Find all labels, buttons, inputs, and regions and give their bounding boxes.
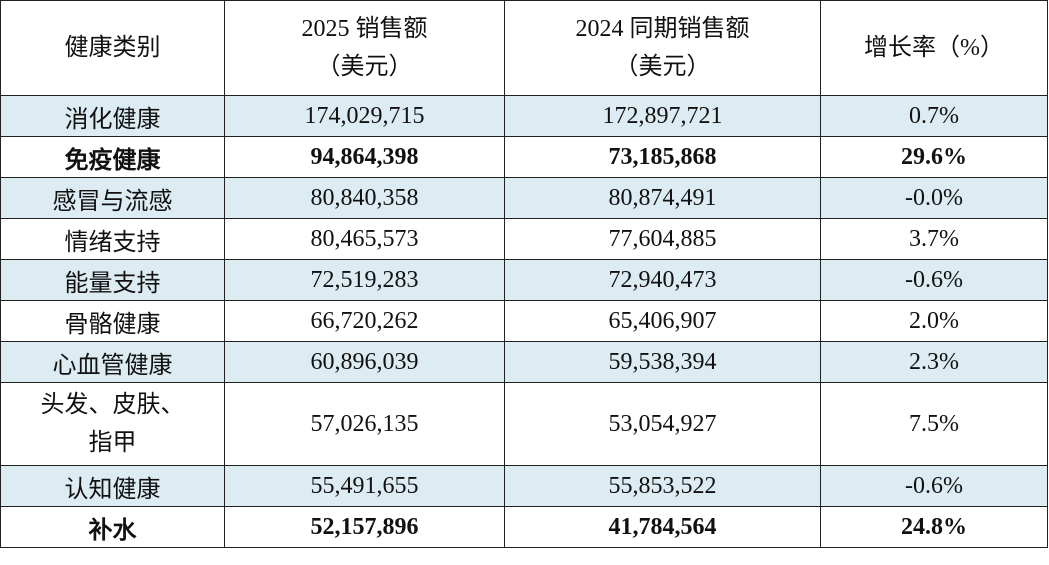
- header-category: 健康类别: [0, 0, 225, 96]
- table-row: 感冒与流感 80,840,358 80,874,491 -0.0%: [0, 177, 1048, 219]
- cell-growth: -0.0%: [820, 177, 1048, 219]
- cell-sales-2025: 80,840,358: [224, 177, 505, 219]
- cell-sales-2024: 80,874,491: [504, 177, 821, 219]
- header-growth: 增长率（%）: [820, 0, 1048, 96]
- table-row: 免疫健康 94,864,398 73,185,868 29.6%: [0, 136, 1048, 178]
- cell-growth: 3.7%: [820, 218, 1048, 260]
- table-row: 补水 52,157,896 41,784,564 24.8%: [0, 506, 1048, 548]
- cell-growth: -0.6%: [820, 465, 1048, 507]
- cell-sales-2025: 66,720,262: [224, 300, 505, 342]
- sales-table: 健康类别 2025 销售额 （美元） 2024 同期销售额 （美元） 增长率（%） …: [0, 0, 1048, 548]
- cell-growth: 0.7%: [820, 95, 1048, 137]
- table-row: 认知健康 55,491,655 55,853,522 -0.6%: [0, 465, 1048, 507]
- table-row: 消化健康 174,029,715 172,897,721 0.7%: [0, 95, 1048, 137]
- cell-growth: 2.0%: [820, 300, 1048, 342]
- cell-sales-2024: 53,054,927: [504, 382, 821, 466]
- table-row: 骨骼健康 66,720,262 65,406,907 2.0%: [0, 300, 1048, 342]
- cell-sales-2025: 174,029,715: [224, 95, 505, 137]
- header-sales-2024: 2024 同期销售额 （美元）: [504, 0, 821, 96]
- cell-category: 感冒与流感: [0, 177, 225, 219]
- cell-sales-2024: 55,853,522: [504, 465, 821, 507]
- cell-growth: 24.8%: [820, 506, 1048, 548]
- header-sales-2025: 2025 销售额 （美元）: [224, 0, 505, 96]
- cell-sales-2024: 172,897,721: [504, 95, 821, 137]
- table-row: 心血管健康 60,896,039 59,538,394 2.3%: [0, 341, 1048, 383]
- cell-sales-2025: 72,519,283: [224, 259, 505, 301]
- cell-sales-2025: 52,157,896: [224, 506, 505, 548]
- cell-category: 骨骼健康: [0, 300, 225, 342]
- cell-growth: 7.5%: [820, 382, 1048, 466]
- cell-category: 免疫健康: [0, 136, 225, 178]
- cell-category: 认知健康: [0, 465, 225, 507]
- cell-category: 情绪支持: [0, 218, 225, 260]
- cell-growth: 29.6%: [820, 136, 1048, 178]
- cell-growth: 2.3%: [820, 341, 1048, 383]
- cell-sales-2024: 77,604,885: [504, 218, 821, 260]
- cell-category: 消化健康: [0, 95, 225, 137]
- cell-sales-2024: 65,406,907: [504, 300, 821, 342]
- cell-category: 头发、皮肤、 指甲: [0, 382, 225, 466]
- cell-sales-2025: 94,864,398: [224, 136, 505, 178]
- table-row: 情绪支持 80,465,573 77,604,885 3.7%: [0, 218, 1048, 260]
- cell-sales-2024: 73,185,868: [504, 136, 821, 178]
- cell-sales-2024: 72,940,473: [504, 259, 821, 301]
- cell-sales-2025: 55,491,655: [224, 465, 505, 507]
- cell-category: 能量支持: [0, 259, 225, 301]
- cell-growth: -0.6%: [820, 259, 1048, 301]
- cell-sales-2025: 80,465,573: [224, 218, 505, 260]
- table-row: 头发、皮肤、 指甲 57,026,135 53,054,927 7.5%: [0, 382, 1048, 466]
- header-row: 健康类别 2025 销售额 （美元） 2024 同期销售额 （美元） 增长率（%）: [0, 0, 1048, 96]
- cell-sales-2024: 59,538,394: [504, 341, 821, 383]
- cell-category: 补水: [0, 506, 225, 548]
- cell-sales-2024: 41,784,564: [504, 506, 821, 548]
- cell-category: 心血管健康: [0, 341, 225, 383]
- cell-sales-2025: 57,026,135: [224, 382, 505, 466]
- cell-sales-2025: 60,896,039: [224, 341, 505, 383]
- table-row: 能量支持 72,519,283 72,940,473 -0.6%: [0, 259, 1048, 301]
